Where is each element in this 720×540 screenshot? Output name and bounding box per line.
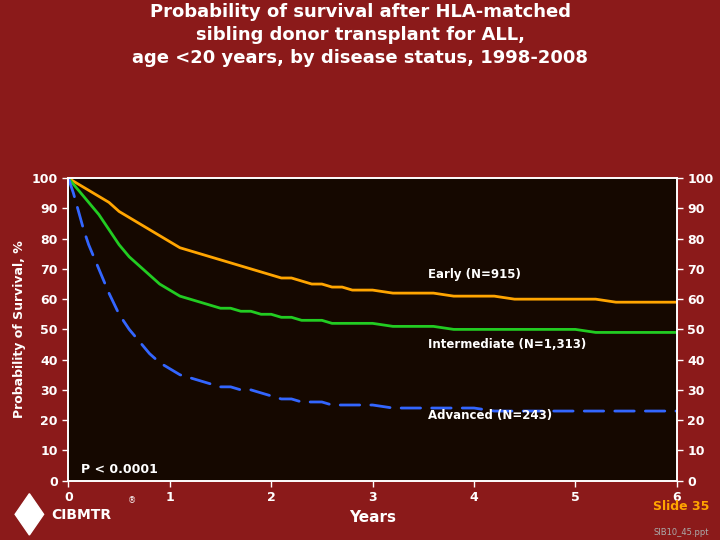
Text: CIBMTR: CIBMTR	[52, 508, 112, 522]
X-axis label: Years: Years	[349, 510, 396, 524]
Text: ®: ®	[127, 496, 136, 505]
Text: Probability of survival after HLA-matched
sibling donor transplant for ALL,
age : Probability of survival after HLA-matche…	[132, 3, 588, 66]
Text: Slide 35: Slide 35	[653, 500, 709, 514]
Text: SIB10_45.ppt: SIB10_45.ppt	[654, 528, 709, 537]
Text: P < 0.0001: P < 0.0001	[81, 463, 158, 476]
Text: Advanced (N=243): Advanced (N=243)	[428, 409, 552, 422]
Text: Early (N=915): Early (N=915)	[428, 268, 521, 281]
Y-axis label: Probability of Survival, %: Probability of Survival, %	[13, 240, 26, 418]
Polygon shape	[15, 494, 44, 535]
Text: Intermediate (N=1,313): Intermediate (N=1,313)	[428, 338, 587, 350]
